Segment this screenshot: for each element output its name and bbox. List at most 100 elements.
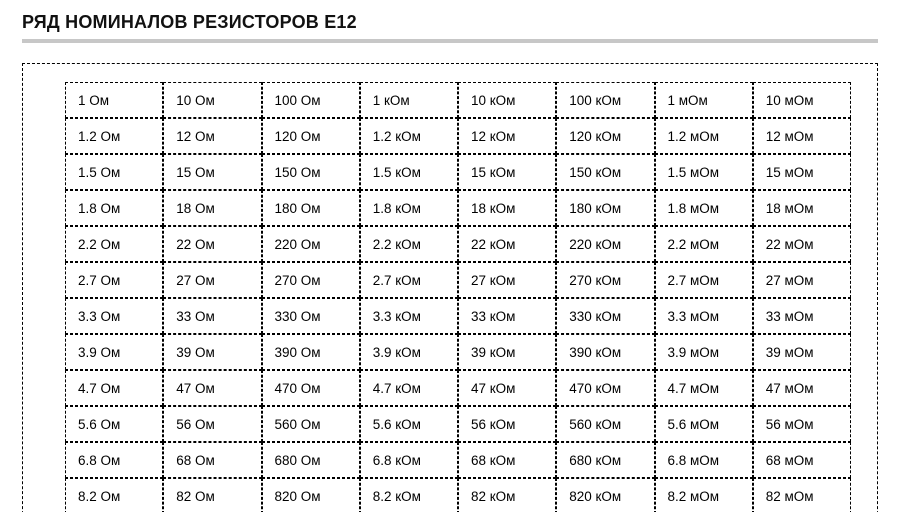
table-cell: 15 кОм: [458, 154, 556, 190]
table-cell: 33 Ом: [163, 298, 261, 334]
table-cell: 68 кОм: [458, 442, 556, 478]
table-cell: 10 мОм: [753, 82, 851, 118]
table-row: 8.2 Ом82 Ом820 Ом8.2 кОм82 кОм820 кОм8.2…: [65, 478, 851, 512]
table-cell: 82 Ом: [163, 478, 261, 512]
table-cell: 3.3 мОм: [655, 298, 753, 334]
table-cell: 3.9 мОм: [655, 334, 753, 370]
table-cell: 18 Ом: [163, 190, 261, 226]
table-row: 1.5 Ом15 Ом150 Ом1.5 кОм15 кОм150 кОм1.5…: [65, 154, 851, 190]
table-cell: 1.5 кОм: [360, 154, 458, 190]
table-cell: 100 кОм: [556, 82, 654, 118]
table-cell: 6.8 Ом: [65, 442, 163, 478]
table-cell: 3.9 Ом: [65, 334, 163, 370]
title-rule: [22, 39, 878, 43]
table-cell: 4.7 Ом: [65, 370, 163, 406]
table-cell: 1 Ом: [65, 82, 163, 118]
table-cell: 1.2 мОм: [655, 118, 753, 154]
table-cell: 39 кОм: [458, 334, 556, 370]
table-cell: 820 кОм: [556, 478, 654, 512]
table-cell: 5.6 кОм: [360, 406, 458, 442]
table-row: 1.8 Ом18 Ом180 Ом1.8 кОм18 кОм180 кОм1.8…: [65, 190, 851, 226]
table-cell: 39 Ом: [163, 334, 261, 370]
table-container: 1 Ом10 Ом100 Ом1 кОм10 кОм100 кОм1 мОм10…: [22, 63, 878, 512]
page: РЯД НОМИНАЛОВ РЕЗИСТОРОВ E12 1 Ом10 Ом10…: [0, 0, 900, 512]
table-row: 1.2 Ом12 Ом120 Ом1.2 кОм12 кОм120 кОм1.2…: [65, 118, 851, 154]
table-cell: 180 Ом: [262, 190, 360, 226]
table-cell: 2.2 мОм: [655, 226, 753, 262]
table-cell: 22 кОм: [458, 226, 556, 262]
table-cell: 6.8 мОм: [655, 442, 753, 478]
table-cell: 10 кОм: [458, 82, 556, 118]
table-cell: 12 кОм: [458, 118, 556, 154]
table-cell: 330 Ом: [262, 298, 360, 334]
table-row: 1 Ом10 Ом100 Ом1 кОм10 кОм100 кОм1 мОм10…: [65, 82, 851, 118]
table-cell: 27 кОм: [458, 262, 556, 298]
table-cell: 1.2 кОм: [360, 118, 458, 154]
table-cell: 390 Ом: [262, 334, 360, 370]
table-cell: 150 Ом: [262, 154, 360, 190]
table-cell: 270 Ом: [262, 262, 360, 298]
table-cell: 8.2 мОм: [655, 478, 753, 512]
table-cell: 47 мОм: [753, 370, 851, 406]
table-cell: 270 кОм: [556, 262, 654, 298]
table-cell: 3.3 кОм: [360, 298, 458, 334]
table-cell: 4.7 мОм: [655, 370, 753, 406]
table-cell: 560 кОм: [556, 406, 654, 442]
table-row: 2.7 Ом27 Ом270 Ом2.7 кОм27 кОм270 кОм2.7…: [65, 262, 851, 298]
table-cell: 56 мОм: [753, 406, 851, 442]
table-cell: 2.7 кОм: [360, 262, 458, 298]
table-cell: 2.7 мОм: [655, 262, 753, 298]
table-cell: 2.2 кОм: [360, 226, 458, 262]
table-cell: 2.7 Ом: [65, 262, 163, 298]
table-cell: 10 Ом: [163, 82, 261, 118]
table-cell: 8.2 кОм: [360, 478, 458, 512]
table-cell: 18 мОм: [753, 190, 851, 226]
table-cell: 82 кОм: [458, 478, 556, 512]
table-row: 3.9 Ом39 Ом390 Ом3.9 кОм39 кОм390 кОм3.9…: [65, 334, 851, 370]
table-cell: 220 кОм: [556, 226, 654, 262]
table-cell: 56 кОм: [458, 406, 556, 442]
table-cell: 120 кОм: [556, 118, 654, 154]
table-cell: 1.8 кОм: [360, 190, 458, 226]
table-row: 6.8 Ом68 Ом680 Ом6.8 кОм68 кОм680 кОм6.8…: [65, 442, 851, 478]
table-cell: 120 Ом: [262, 118, 360, 154]
table-cell: 39 мОм: [753, 334, 851, 370]
table-cell: 47 кОм: [458, 370, 556, 406]
table-cell: 82 мОм: [753, 478, 851, 512]
table-cell: 68 Ом: [163, 442, 261, 478]
table-cell: 560 Ом: [262, 406, 360, 442]
table-cell: 680 кОм: [556, 442, 654, 478]
table-cell: 56 Ом: [163, 406, 261, 442]
table-cell: 18 кОм: [458, 190, 556, 226]
table-cell: 390 кОм: [556, 334, 654, 370]
table-cell: 8.2 Ом: [65, 478, 163, 512]
table-cell: 3.3 Ом: [65, 298, 163, 334]
table-cell: 470 кОм: [556, 370, 654, 406]
table-cell: 33 мОм: [753, 298, 851, 334]
table-cell: 68 мОм: [753, 442, 851, 478]
table-cell: 2.2 Ом: [65, 226, 163, 262]
table-cell: 820 Ом: [262, 478, 360, 512]
table-cell: 5.6 мОм: [655, 406, 753, 442]
table-cell: 6.8 кОм: [360, 442, 458, 478]
table-cell: 1.5 Ом: [65, 154, 163, 190]
table-row: 4.7 Ом47 Ом470 Ом4.7 кОм47 кОм470 кОм4.7…: [65, 370, 851, 406]
table-cell: 4.7 кОм: [360, 370, 458, 406]
table-cell: 22 Ом: [163, 226, 261, 262]
table-row: 5.6 Ом56 Ом560 Ом5.6 кОм56 кОм560 кОм5.6…: [65, 406, 851, 442]
table-row: 3.3 Ом33 Ом330 Ом3.3 кОм33 кОм330 кОм3.3…: [65, 298, 851, 334]
table-cell: 220 Ом: [262, 226, 360, 262]
table-cell: 33 кОм: [458, 298, 556, 334]
table-cell: 1.8 Ом: [65, 190, 163, 226]
table-cell: 15 Ом: [163, 154, 261, 190]
table-cell: 680 Ом: [262, 442, 360, 478]
table-cell: 22 мОм: [753, 226, 851, 262]
table-row: 2.2 Ом22 Ом220 Ом2.2 кОм22 кОм220 кОм2.2…: [65, 226, 851, 262]
table-cell: 470 Ом: [262, 370, 360, 406]
table-cell: 1.8 мОм: [655, 190, 753, 226]
table-cell: 1 мОм: [655, 82, 753, 118]
table-cell: 1.5 мОм: [655, 154, 753, 190]
table-cell: 100 Ом: [262, 82, 360, 118]
table-cell: 1.2 Ом: [65, 118, 163, 154]
table-cell: 47 Ом: [163, 370, 261, 406]
